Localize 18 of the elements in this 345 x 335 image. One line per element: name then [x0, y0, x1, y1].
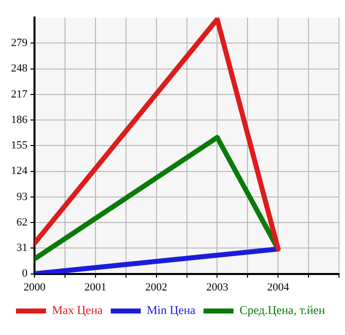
y-tick-label: 93 [16, 190, 28, 203]
y-tick-label: 248 [11, 62, 28, 75]
y-tick-label: 217 [11, 88, 28, 100]
legend-label: Сред.Цена, т.йен [239, 303, 326, 318]
x-tick-label: 2002 [145, 281, 168, 294]
x-tick-label: 2001 [84, 281, 106, 294]
y-tick-label: 155 [11, 140, 28, 152]
y-tick-label: 62 [16, 216, 28, 228]
x-tick-label: 2004 [267, 281, 290, 294]
y-tick-label: 124 [11, 165, 28, 178]
x-tick-label: 2000 [24, 281, 46, 294]
y-tick-label: 0 [22, 268, 28, 280]
y-tick-label: 279 [11, 37, 28, 50]
x-tick-label: 2003 [206, 281, 229, 294]
y-tick-label: 186 [11, 114, 28, 126]
legend-label: Max Цена [52, 303, 104, 318]
legend-label: Min Цена [146, 303, 196, 318]
y-tick-label: 31 [16, 242, 28, 254]
